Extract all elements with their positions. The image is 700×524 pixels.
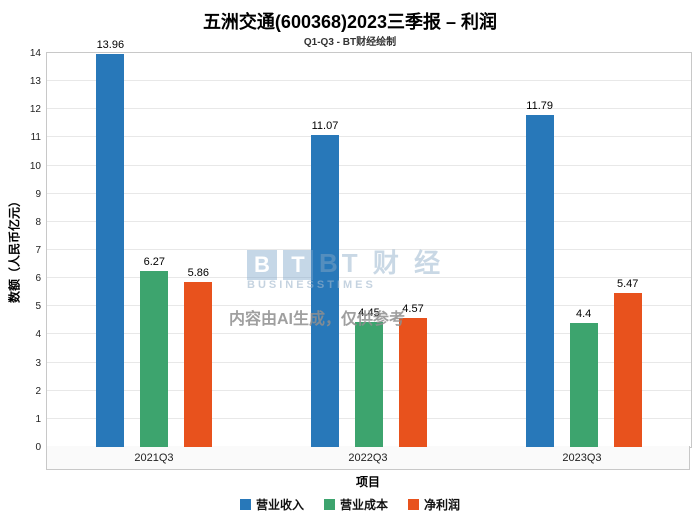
gridline (47, 136, 691, 138)
y-tick-label: 5 (35, 301, 41, 313)
chart-legend: 营业收入 营业成本 净利润 (0, 496, 700, 513)
legend-swatch (408, 499, 419, 510)
y-tick-label: 11 (30, 132, 41, 144)
chart-title: 五洲交通(600368)2023三季报 – 利润 (202, 12, 498, 32)
y-tick-label: 8 (35, 216, 41, 228)
legend-item: 营业成本 (323, 496, 388, 513)
bar-value-label: 11.79 (526, 100, 554, 113)
legend-swatch (239, 499, 251, 510)
y-tick-label: 0 (35, 442, 41, 453)
x-axis-label: 项目 (355, 475, 380, 489)
bar-营业成本: 4.45 (354, 307, 383, 447)
bar-value-label: 4.57 (402, 303, 424, 316)
gridline (47, 277, 691, 279)
bar-营业收入: 13.96 (96, 39, 125, 447)
bar-营业收入: 11.07 (310, 120, 339, 447)
legend-swatch (323, 499, 335, 510)
bar-营业收入: 11.79 (525, 100, 554, 447)
gridline (47, 305, 691, 307)
legend-label: 营业成本 (339, 498, 388, 512)
bar-value-label: 11.07 (311, 120, 339, 133)
bar-营业成本: 6.27 (140, 256, 169, 447)
gridline (47, 249, 691, 250)
legend-label: 营业收入 (255, 498, 304, 512)
chart-subtitle: Q1-Q3 - BT财经绘制 (303, 37, 397, 48)
gridline (47, 192, 691, 194)
y-tick-label: 1 (35, 413, 41, 425)
x-tick-label: 2023Q3 (562, 451, 602, 464)
gridline (47, 164, 691, 166)
x-tick-band: 2021Q3 2022Q3 2023Q3 (46, 446, 690, 470)
gridline (47, 80, 691, 82)
y-tick-label: 14 (29, 48, 41, 59)
legend-label: 净利润 (424, 498, 461, 512)
y-tick-label: 13 (29, 76, 41, 88)
y-tick-label: 10 (29, 160, 41, 172)
y-tick-label: 4 (35, 329, 41, 341)
bar-group: 11.79 4.4 5.47 (476, 53, 691, 447)
legend-item: 营业收入 (239, 496, 304, 513)
y-tick-label: 6 (35, 273, 41, 285)
bar-净利润: 5.47 (613, 278, 642, 447)
legend-item: 净利润 (408, 496, 460, 513)
bar-value-label: 13.96 (96, 39, 125, 52)
bar-value-label: 5.47 (616, 278, 639, 291)
y-tick-label: 9 (35, 188, 41, 200)
bar-value-label: 4.4 (576, 308, 592, 321)
bar-group: 13.96 6.27 5.86 (47, 39, 262, 447)
bar-value-label: 4.45 (358, 306, 380, 319)
y-tick-label: 2 (35, 385, 41, 397)
y-tick-label: 7 (35, 245, 41, 256)
bar-营业成本: 4.4 (569, 308, 598, 447)
gridline (47, 220, 691, 222)
y-tick-label: 12 (29, 104, 41, 116)
bar-group: 11.07 4.45 4.57 (262, 53, 477, 447)
bar-净利润: 4.57 (398, 303, 427, 447)
y-tick-label: 3 (35, 357, 41, 369)
x-tick-label: 2022Q3 (348, 451, 388, 464)
bar-value-label: 6.27 (143, 255, 166, 268)
x-tick-label: 2021Q3 (134, 451, 174, 464)
bar-净利润: 5.86 (184, 267, 213, 447)
bar-value-label: 5.86 (187, 267, 210, 280)
gridline (47, 108, 691, 110)
